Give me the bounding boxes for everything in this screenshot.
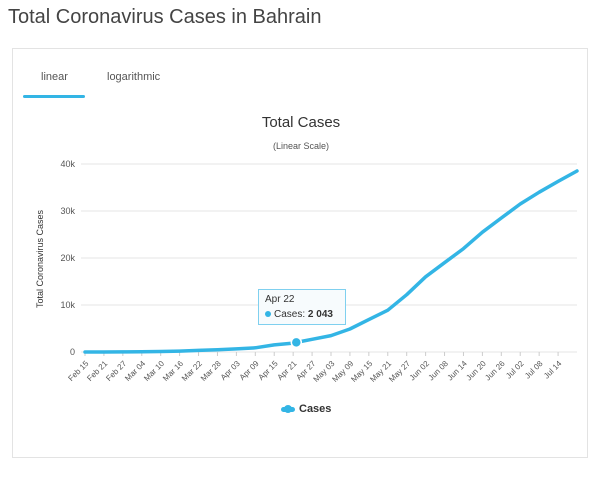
x-tick-label: Apr 03 xyxy=(219,359,242,382)
legend-swatch xyxy=(281,404,295,413)
tooltip-date: Apr 22 xyxy=(265,294,295,305)
active-tab-indicator xyxy=(23,95,85,98)
legend-label: Cases xyxy=(299,403,332,415)
x-tick-label: Jun 02 xyxy=(408,359,432,383)
page-title: Total Coronavirus Cases in Bahrain xyxy=(8,6,322,28)
scale-tabs: linear logarithmic xyxy=(13,61,587,99)
x-tick-label: Jun 08 xyxy=(427,359,451,383)
x-tick-label: Apr 21 xyxy=(276,359,299,382)
chart-title: Total Cases xyxy=(262,114,340,131)
x-tick-label: Mar 28 xyxy=(199,359,223,383)
hover-tooltip: Apr 22 Cases: 2 043 xyxy=(258,289,346,325)
y-tick-label: 20k xyxy=(60,253,75,263)
x-tick-label: Jul 08 xyxy=(523,359,545,381)
chart-card: linear logarithmic Total Cases (Linear S… xyxy=(12,48,588,458)
x-tick-label: Apr 15 xyxy=(257,359,280,382)
x-tick-label: Apr 09 xyxy=(238,359,261,382)
x-tick-label: Jun 14 xyxy=(446,359,470,383)
y-tick-label: 30k xyxy=(60,206,75,216)
x-tick-label: Jul 14 xyxy=(542,359,564,381)
cases-line xyxy=(83,169,579,354)
y-axis-label: Total Coronavirus Cases xyxy=(35,209,45,308)
y-tick-label: 0 xyxy=(70,347,75,357)
y-tick-label: 10k xyxy=(60,300,75,310)
chart-subtitle: (Linear Scale) xyxy=(273,141,329,151)
x-tick-label: Jun 26 xyxy=(483,359,507,383)
highlight-point xyxy=(290,336,303,349)
tooltip-value: 2 043 xyxy=(307,309,333,320)
tab-logarithmic[interactable]: logarithmic xyxy=(107,71,161,83)
chart-svg: Total Cases (Linear Scale) 0 10k 20k 30k 40k… xyxy=(35,114,579,384)
x-tick-label: May 27 xyxy=(387,359,412,384)
x-tick-label: Jul 02 xyxy=(504,359,526,381)
x-tick-label: Jun 20 xyxy=(464,359,488,383)
tab-linear[interactable]: linear xyxy=(41,71,68,83)
series-layer xyxy=(83,169,579,354)
tooltip-series-dot xyxy=(265,311,271,318)
y-tick-label: 40k xyxy=(60,159,75,169)
tooltip-series-name: Cases xyxy=(274,309,303,320)
chart-legend[interactable]: Cases xyxy=(281,403,331,415)
y-tick-layer: 0 10k 20k 30k 40k xyxy=(60,159,75,357)
